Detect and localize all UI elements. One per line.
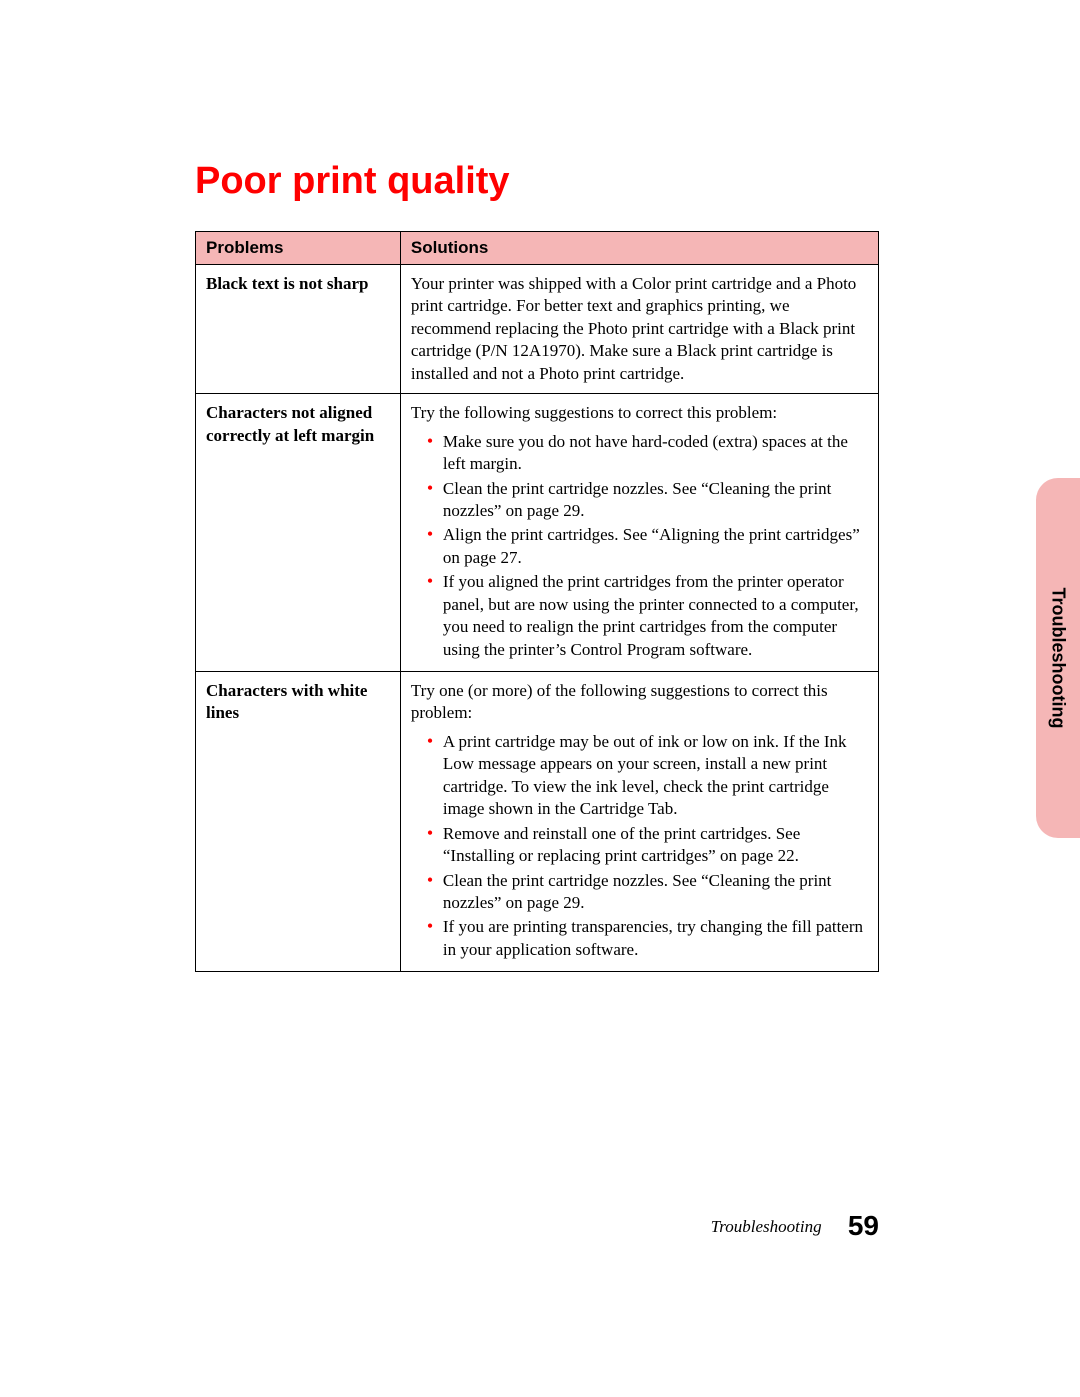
section-tab-label: Troubleshooting: [1048, 588, 1069, 729]
header-problems: Problems: [196, 232, 401, 265]
page-footer: Troubleshooting 59: [195, 1210, 879, 1242]
solution-bullet: Make sure you do not have hard-coded (ex…: [427, 431, 868, 476]
solution-cell: Try one (or more) of the following sugge…: [400, 672, 878, 972]
table-row: Characters with white lines Try one (or …: [196, 672, 879, 972]
header-solutions: Solutions: [400, 232, 878, 265]
table-row: Characters not aligned correctly at left…: [196, 394, 879, 672]
table-header-row: Problems Solutions: [196, 232, 879, 265]
solution-cell: Try the following suggestions to correct…: [400, 394, 878, 672]
problem-cell: Characters with white lines: [196, 672, 401, 972]
solution-bullet: A print cartridge may be out of ink or l…: [427, 731, 868, 821]
solution-bullet: Align the print cartridges. See “Alignin…: [427, 524, 868, 569]
solution-bullet-list: A print cartridge may be out of ink or l…: [411, 731, 868, 961]
page-content: Poor print quality Problems Solutions Bl…: [195, 160, 879, 972]
solution-bullet: Clean the print cartridge nozzles. See “…: [427, 478, 868, 523]
footer-section-name: Troubleshooting: [711, 1217, 822, 1236]
problem-cell: Characters not aligned correctly at left…: [196, 394, 401, 672]
troubleshooting-table: Problems Solutions Black text is not sha…: [195, 231, 879, 972]
solution-bullet-list: Make sure you do not have hard-coded (ex…: [411, 431, 868, 661]
footer-page-number: 59: [848, 1210, 879, 1241]
solution-intro: Try the following suggestions to correct…: [411, 402, 868, 424]
solution-bullet: Clean the print cartridge nozzles. See “…: [427, 870, 868, 915]
solution-bullet: If you are printing transparencies, try …: [427, 916, 868, 961]
solution-bullet: Remove and reinstall one of the print ca…: [427, 823, 868, 868]
solution-intro: Try one (or more) of the following sugge…: [411, 680, 868, 725]
solution-cell: Your printer was shipped with a Color pr…: [400, 265, 878, 394]
solution-bullet: If you aligned the print cartridges from…: [427, 571, 868, 661]
section-tab: Troubleshooting: [1036, 478, 1080, 838]
table-row: Black text is not sharp Your printer was…: [196, 265, 879, 394]
problem-cell: Black text is not sharp: [196, 265, 401, 394]
section-heading: Poor print quality: [195, 160, 879, 203]
